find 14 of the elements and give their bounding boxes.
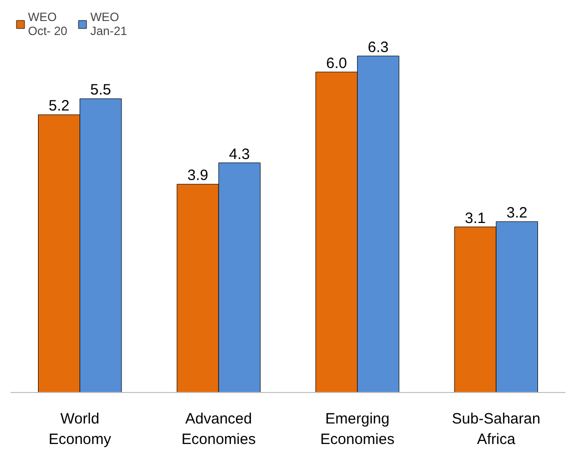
data-label: 3.2	[506, 204, 528, 222]
data-label: 6.3	[368, 38, 389, 56]
x-tick-label: Emerging Economies	[320, 410, 394, 448]
data-label: 4.3	[229, 146, 250, 163]
data-label: 5.5	[90, 82, 112, 99]
legend-label: WEO Jan-21	[90, 10, 128, 38]
data-label: 6.0	[326, 55, 347, 72]
x-tick-label: Sub-Saharan Africa	[452, 410, 540, 448]
data-label: 5.2	[48, 98, 70, 115]
x-tick-label: World Economy	[48, 410, 112, 448]
x-tick-label: Advanced Economies	[182, 410, 256, 448]
data-label: 3.9	[187, 167, 208, 184]
legend-label: WEO Oct- 20	[28, 10, 68, 38]
data-label: 3.1	[464, 210, 486, 227]
